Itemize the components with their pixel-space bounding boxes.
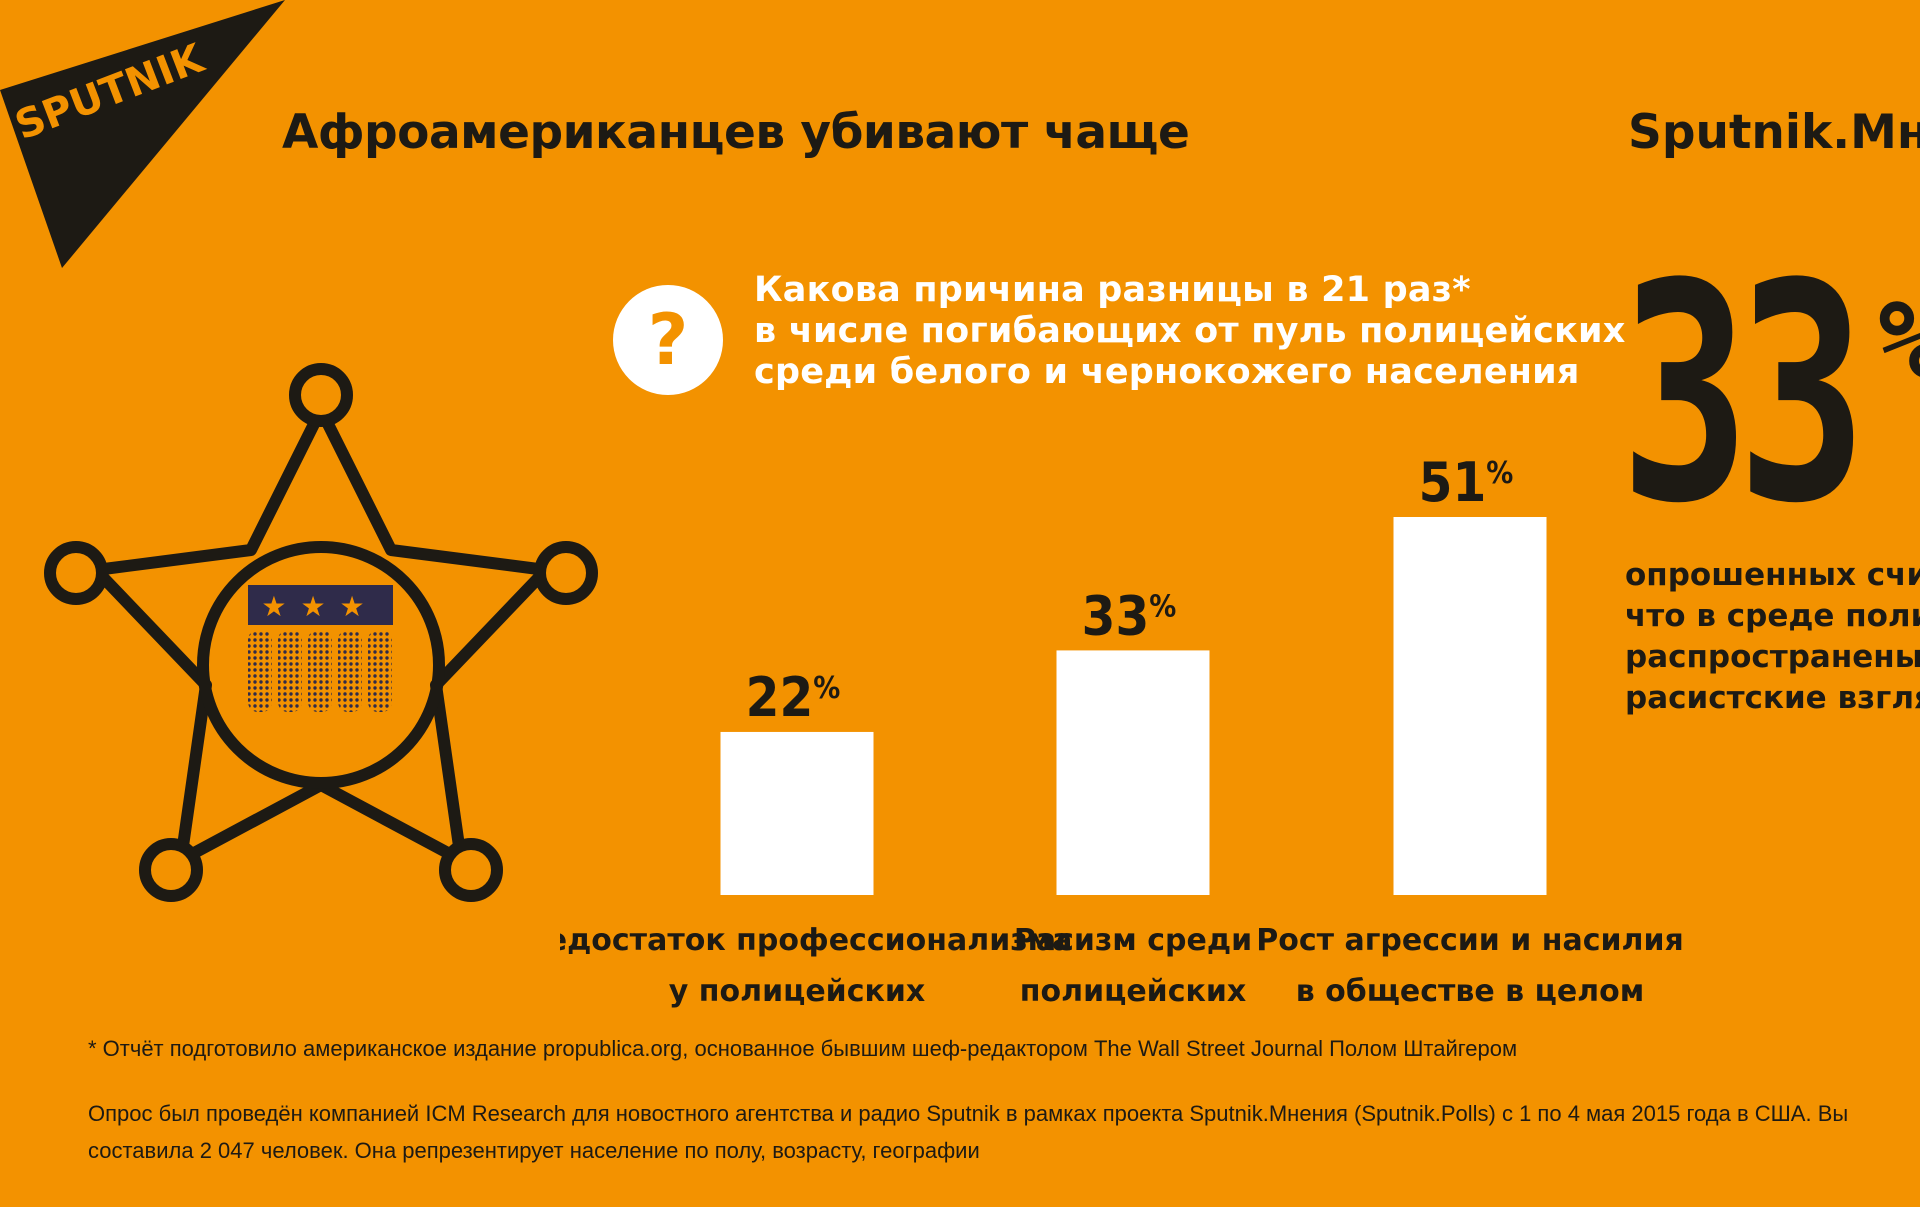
big-stat-caption: опрошенных счит что в среде полиц распро… [1625, 555, 1920, 719]
category-label-3-line-2: в обществе в целом [1296, 974, 1645, 1009]
page-title: Афроамериканцев убивают чаще [282, 105, 1190, 160]
caption-line-2: что в среде полиц [1625, 598, 1920, 634]
caption-line-1: опрошенных счит [1625, 557, 1920, 593]
caption-line-4: расистские взгляд [1625, 680, 1920, 716]
bar-chart: 22% Недостаток профессионализма у полицейс… [560, 451, 1684, 1009]
bar-value-label-2: 33% [1082, 584, 1177, 647]
survey-note: Опрос был проведён компанией ICM Researc… [88, 1095, 1920, 1169]
svg-text:★★★: ★★★ [261, 590, 378, 623]
category-label-2-line-1: Расизм среди [1014, 923, 1252, 958]
question-text: Какова причина разницы в 21 раз* в числе… [754, 270, 1626, 393]
caption-line-3: распространены [1625, 639, 1920, 675]
category-label-3-line-1: Рост агрессии и насилия [1256, 923, 1684, 958]
question-line-1: Какова причина разницы в 21 раз* [754, 270, 1471, 310]
bar-value-label-1: 22% [746, 666, 841, 729]
bar-2 [1056, 650, 1210, 895]
category-label-1-line-1: Недостаток профессионализма [560, 923, 1072, 958]
category-label-2-line-2: полицейских [1020, 974, 1246, 1009]
question-icon: ? [613, 285, 723, 395]
big-stat-value: 33 [1620, 220, 1867, 569]
bar-value-label-3: 51% [1419, 451, 1514, 514]
bar-3 [1393, 517, 1547, 895]
survey-line-2: составила 2 047 человек. Она репрезентир… [88, 1138, 980, 1163]
bar-1 [720, 731, 874, 895]
big-stat: 33% [1620, 245, 1920, 545]
question-line-3: среди белого и чернокожего населения [754, 352, 1580, 392]
question-line-2: в числе погибающих от пуль полицейских [754, 311, 1626, 351]
big-stat-unit: % [1878, 285, 1920, 395]
sputnik-logo: SPUTNIK [0, 0, 285, 268]
sheriff-star-badge-icon: ★★★ [44, 363, 598, 902]
footnote: * Отчёт подготовило американское издание… [88, 1036, 1518, 1061]
brand-title: Sputnik.Мн [1628, 105, 1920, 160]
survey-line-1: Опрос был проведён компанией ICM Researc… [88, 1101, 1849, 1126]
category-label-1-line-2: у полицейских [669, 974, 925, 1009]
svg-text:?: ? [648, 299, 689, 381]
